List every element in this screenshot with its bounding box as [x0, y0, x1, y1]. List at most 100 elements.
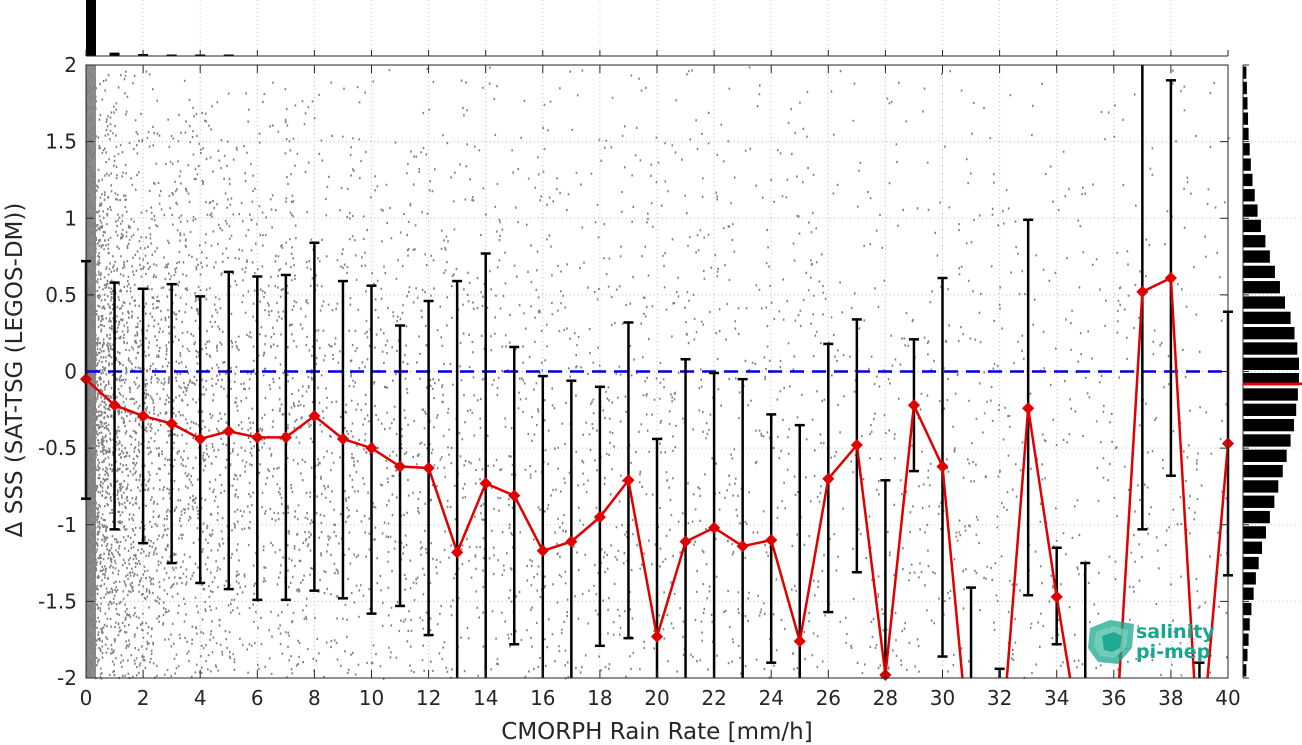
mean-marker	[365, 442, 378, 455]
mean-marker	[137, 409, 150, 423]
x-tick-label: 2	[137, 686, 150, 710]
x-tick-label: 0	[80, 686, 93, 710]
right-hist-bar	[1243, 541, 1263, 554]
right-hist-bar	[1243, 648, 1248, 662]
right-hist-bars	[1243, 66, 1299, 677]
x-tick-label: 22	[701, 686, 726, 710]
mean-marker	[793, 635, 806, 648]
mean-marker	[765, 534, 778, 547]
y-tick-label: -0.5	[38, 436, 77, 460]
mean-marker	[822, 472, 835, 485]
right-hist-bar	[1243, 618, 1250, 631]
x-tick-label: 8	[308, 686, 321, 710]
mean-marker	[393, 460, 407, 473]
top-hist-bar	[166, 54, 177, 56]
right-hist-ticks	[1243, 64, 1249, 679]
x-tick-label: 6	[251, 686, 264, 710]
x-tick-label: 26	[816, 686, 841, 710]
right-hist-bar	[1243, 572, 1256, 585]
right-hist-bar	[1243, 342, 1298, 355]
top-hist-bar	[223, 54, 234, 56]
right-hist-bar	[1243, 388, 1298, 401]
y-tick-marks	[86, 64, 1228, 679]
right-hist-bar	[1243, 66, 1247, 79]
y-tick-label: 0	[64, 360, 77, 384]
mean-marker	[622, 474, 635, 487]
main-plot: 0 2 4 6 8 10 12 14 16 18 20 22 24 26 28 30 32 34 36 38 40 -2…	[2, 53, 1241, 745]
top-hist-bar	[86, 0, 96, 56]
right-hist-bar	[1243, 556, 1259, 570]
x-tick-label: 30	[930, 686, 955, 710]
top-hist-bar	[109, 52, 120, 56]
x-tick-label: 28	[873, 686, 898, 710]
right-hist-bar	[1243, 158, 1251, 171]
right-hist-bar	[1243, 296, 1285, 309]
x-tick-label: 10	[359, 686, 384, 710]
right-hist-bar	[1243, 219, 1261, 233]
top-hist-grid	[142, 0, 1172, 56]
right-hist-bar	[1243, 434, 1291, 447]
x-tick-label: 16	[530, 686, 555, 710]
mean-marker	[451, 546, 464, 559]
right-hist-bar	[1243, 403, 1297, 416]
right-hist-bar	[1243, 143, 1250, 156]
y-tick-labels: -2 -1.5 -1 -0.5 0 0.5 1 1.5 2	[38, 53, 77, 690]
mean-marker	[536, 544, 549, 557]
logo-line-2: pi-mep	[1136, 641, 1210, 663]
y-tick-label: 1	[64, 206, 77, 230]
mean-marker	[308, 409, 321, 423]
top-histogram-panel	[85, 0, 1229, 57]
mean-marker	[850, 438, 863, 452]
right-hist-bar	[1243, 373, 1299, 386]
right-hist-bar	[1243, 235, 1266, 248]
right-hist-bar	[1243, 204, 1258, 217]
mean-marker	[679, 535, 692, 548]
right-hist-bar	[1243, 112, 1249, 125]
mean-marker	[222, 425, 235, 438]
right-hist-bar	[1243, 173, 1253, 187]
x-tick-labels: 0 2 4 6 8 10 12 14 16 18 20 22 24 26 28 30 32 34 36 38 40	[80, 686, 1241, 710]
right-hist-bar	[1243, 250, 1270, 263]
right-hist-bar	[1243, 633, 1249, 646]
right-hist-bar	[1243, 281, 1280, 294]
right-histogram-panel	[1242, 64, 1302, 679]
mean-marker	[736, 540, 749, 553]
y-tick-label: 1.5	[45, 130, 77, 154]
right-hist-bar	[1243, 127, 1249, 141]
mean-marker	[1050, 590, 1063, 603]
x-axis-label: CMORPH Rain Rate [mm/h]	[501, 719, 812, 745]
mean-marker	[422, 461, 435, 475]
right-hist-bar	[1243, 526, 1266, 539]
x-tick-label: 36	[1101, 686, 1126, 710]
right-hist-bar	[1243, 495, 1275, 508]
mean-marker	[593, 511, 606, 524]
x-tick-label: 20	[644, 686, 669, 710]
salinity-pimep-logo: salinity pi-mep	[1088, 620, 1215, 664]
right-hist-bar	[1243, 311, 1291, 325]
right-hist-bar	[1243, 418, 1294, 432]
x-tick-label: 24	[758, 686, 783, 710]
mean-marker	[1136, 285, 1149, 298]
right-hist-bar	[1243, 189, 1255, 202]
logo-line-1: salinity	[1136, 621, 1215, 643]
mean-marker	[650, 630, 664, 643]
mean-marker	[108, 399, 121, 412]
mean-marker	[165, 417, 178, 430]
right-hist-bar	[1243, 510, 1270, 524]
y-tick-label: -1	[57, 513, 77, 537]
mean-marker	[565, 535, 578, 548]
right-hist-bar	[1243, 464, 1283, 478]
mean-marker	[1022, 402, 1035, 415]
x-tick-marks	[85, 65, 1229, 678]
x-tick-label: 18	[587, 686, 612, 710]
logo-mark-icon	[1088, 620, 1134, 664]
mean-marker	[279, 431, 292, 444]
mean-marker	[508, 489, 521, 502]
right-hist-bar	[1243, 587, 1254, 600]
mean-marker	[708, 521, 721, 534]
mean-marker	[194, 432, 207, 445]
x-tick-label: 32	[987, 686, 1012, 710]
right-hist-bar	[1243, 265, 1275, 279]
y-tick-label: -2	[57, 666, 77, 690]
right-hist-bar	[1243, 449, 1287, 462]
